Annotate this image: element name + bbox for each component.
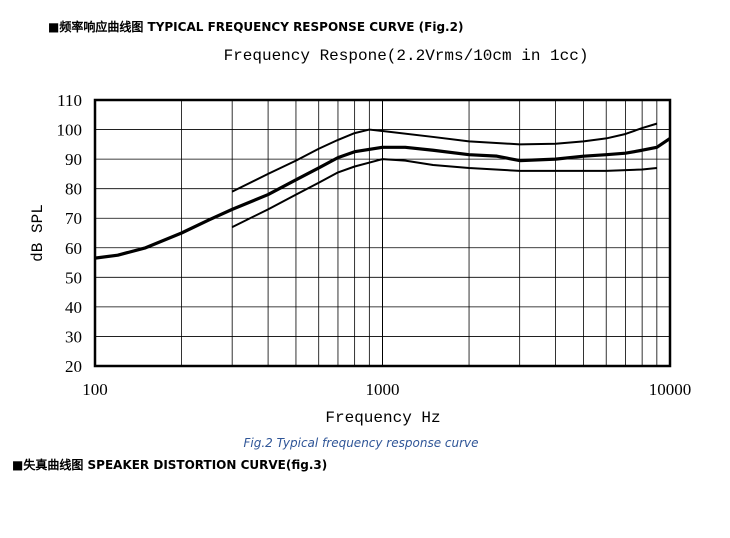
- y-tick-label: 80: [65, 180, 82, 199]
- chart-title: Frequency Respone(2.2Vrms/10cm in 1cc): [224, 47, 589, 65]
- x-axis-label: Frequency Hz: [325, 409, 440, 427]
- y-tick-label: 90: [65, 150, 82, 169]
- y-tick-label: 50: [65, 268, 82, 287]
- y-tick-label: 70: [65, 209, 82, 228]
- next-heading: ■失真曲线图 SPEAKER DISTORTION CURVE(fig.3): [12, 457, 327, 472]
- y-tick-label: 40: [65, 298, 82, 317]
- x-tick-label: 10000: [649, 380, 692, 399]
- plot: 20 30 40 50 60 70 80 90 100 110 100 1000 10000: [57, 91, 692, 399]
- y-axis-label: dB SPL: [29, 204, 47, 262]
- series-line: [231, 122, 658, 193]
- y-tick-label: 60: [65, 239, 82, 258]
- y-tick-label: 100: [57, 121, 83, 140]
- x-tick-label: 100: [82, 380, 108, 399]
- header: ■频率响应曲线图 TYPICAL FREQUENCY RESPONSE CURV…: [48, 19, 463, 34]
- x-tick-label: 1000: [366, 380, 400, 399]
- plot-frame: [93, 98, 672, 368]
- y-tick-label: 20: [65, 357, 82, 376]
- series-line: [231, 158, 657, 228]
- caption: Fig.2 Typical frequency response curve: [243, 436, 478, 450]
- y-tick-label: 110: [57, 91, 82, 110]
- y-tick-label: 30: [65, 327, 82, 346]
- series-line: [94, 137, 671, 260]
